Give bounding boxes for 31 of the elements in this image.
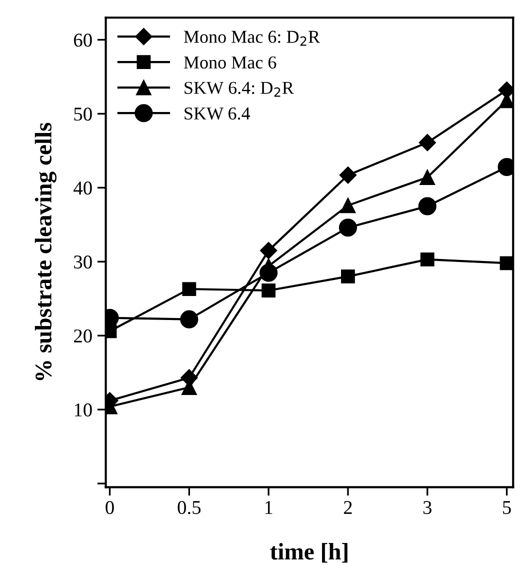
x-tick-label: 3 <box>423 501 432 514</box>
legend-label: SKW 6.4: D$_{2}$R <box>184 82 294 97</box>
y-tick-label: 50 <box>74 108 92 121</box>
point <box>341 270 355 284</box>
point <box>180 310 198 328</box>
x-tick-label: 1 <box>265 501 272 514</box>
point <box>418 197 436 216</box>
point <box>338 218 358 237</box>
y-axis-title: % substrate cleaving cells <box>34 122 56 380</box>
point <box>420 252 434 266</box>
point <box>260 242 278 260</box>
y-tick-label: 60 <box>74 34 92 47</box>
x-tick-label: 0.5 <box>178 500 201 514</box>
x-axis-title: time [h] <box>270 543 348 563</box>
point <box>420 170 436 185</box>
y-tick-label: 20 <box>74 329 92 343</box>
point <box>262 284 276 298</box>
point <box>340 198 356 214</box>
legend-label: SKW 6.4 <box>184 107 250 120</box>
x-tick-label: 5 <box>503 501 511 514</box>
x-tick-label: 2 <box>344 501 352 514</box>
point <box>339 166 357 184</box>
x-tick-label: 0 <box>106 500 114 514</box>
point <box>500 256 514 270</box>
y-tick-label: 10 <box>74 403 92 416</box>
y-tick-label: 30 <box>74 255 92 269</box>
point <box>182 282 196 296</box>
point <box>418 134 436 152</box>
legend-label: Mono Mac 6 <box>184 56 276 69</box>
y-tick-label: 40 <box>74 182 92 195</box>
legend-label: Mono Mac 6: D$_{2}$R <box>184 30 320 46</box>
